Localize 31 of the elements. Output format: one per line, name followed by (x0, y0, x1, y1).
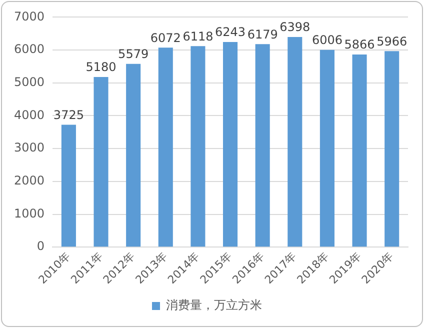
data-label: 5180 (86, 60, 116, 74)
y-tick-label: 6000 (14, 42, 45, 56)
bar (384, 51, 400, 247)
data-label: 6118 (182, 29, 214, 44)
data-label: 5579 (118, 46, 149, 61)
bar (190, 46, 206, 247)
bar (94, 76, 108, 247)
data-label: 6006 (312, 32, 342, 47)
bar (61, 124, 76, 247)
y-tick-label: 0 (36, 239, 45, 254)
data-label: 6179 (247, 27, 278, 42)
y-tick-label: 4000 (14, 108, 45, 122)
bar (158, 48, 173, 247)
bar (223, 42, 238, 247)
bar (320, 50, 334, 247)
data-label: 6398 (280, 20, 310, 34)
data-label: 6072 (150, 30, 181, 45)
data-label: 5866 (344, 38, 375, 52)
data-label: 5966 (376, 34, 408, 48)
y-tick-label: 3000 (14, 140, 45, 155)
bar (352, 54, 367, 247)
y-tick-label: 5000 (14, 75, 45, 90)
y-tick-label: 2000 (14, 174, 45, 188)
bar (288, 36, 302, 247)
legend-label: 消费量，万立方米 (166, 298, 262, 312)
y-tick-label: 1000 (14, 206, 45, 220)
bar (255, 44, 270, 247)
y-tick-label: 7000 (14, 9, 45, 24)
data-label: 3725 (53, 108, 84, 122)
bar (126, 64, 141, 247)
data-label: 6243 (214, 25, 246, 40)
